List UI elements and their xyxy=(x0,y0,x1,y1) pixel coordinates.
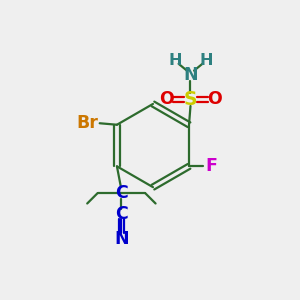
Text: O: O xyxy=(208,91,222,109)
Text: F: F xyxy=(206,157,217,175)
Text: Br: Br xyxy=(76,114,98,132)
Text: O: O xyxy=(159,91,173,109)
Text: S: S xyxy=(184,90,197,109)
Text: H: H xyxy=(199,53,213,68)
Text: N: N xyxy=(114,230,129,248)
Text: C: C xyxy=(115,205,128,223)
Text: C: C xyxy=(115,184,128,202)
Text: H: H xyxy=(168,53,182,68)
Text: N: N xyxy=(183,66,198,84)
